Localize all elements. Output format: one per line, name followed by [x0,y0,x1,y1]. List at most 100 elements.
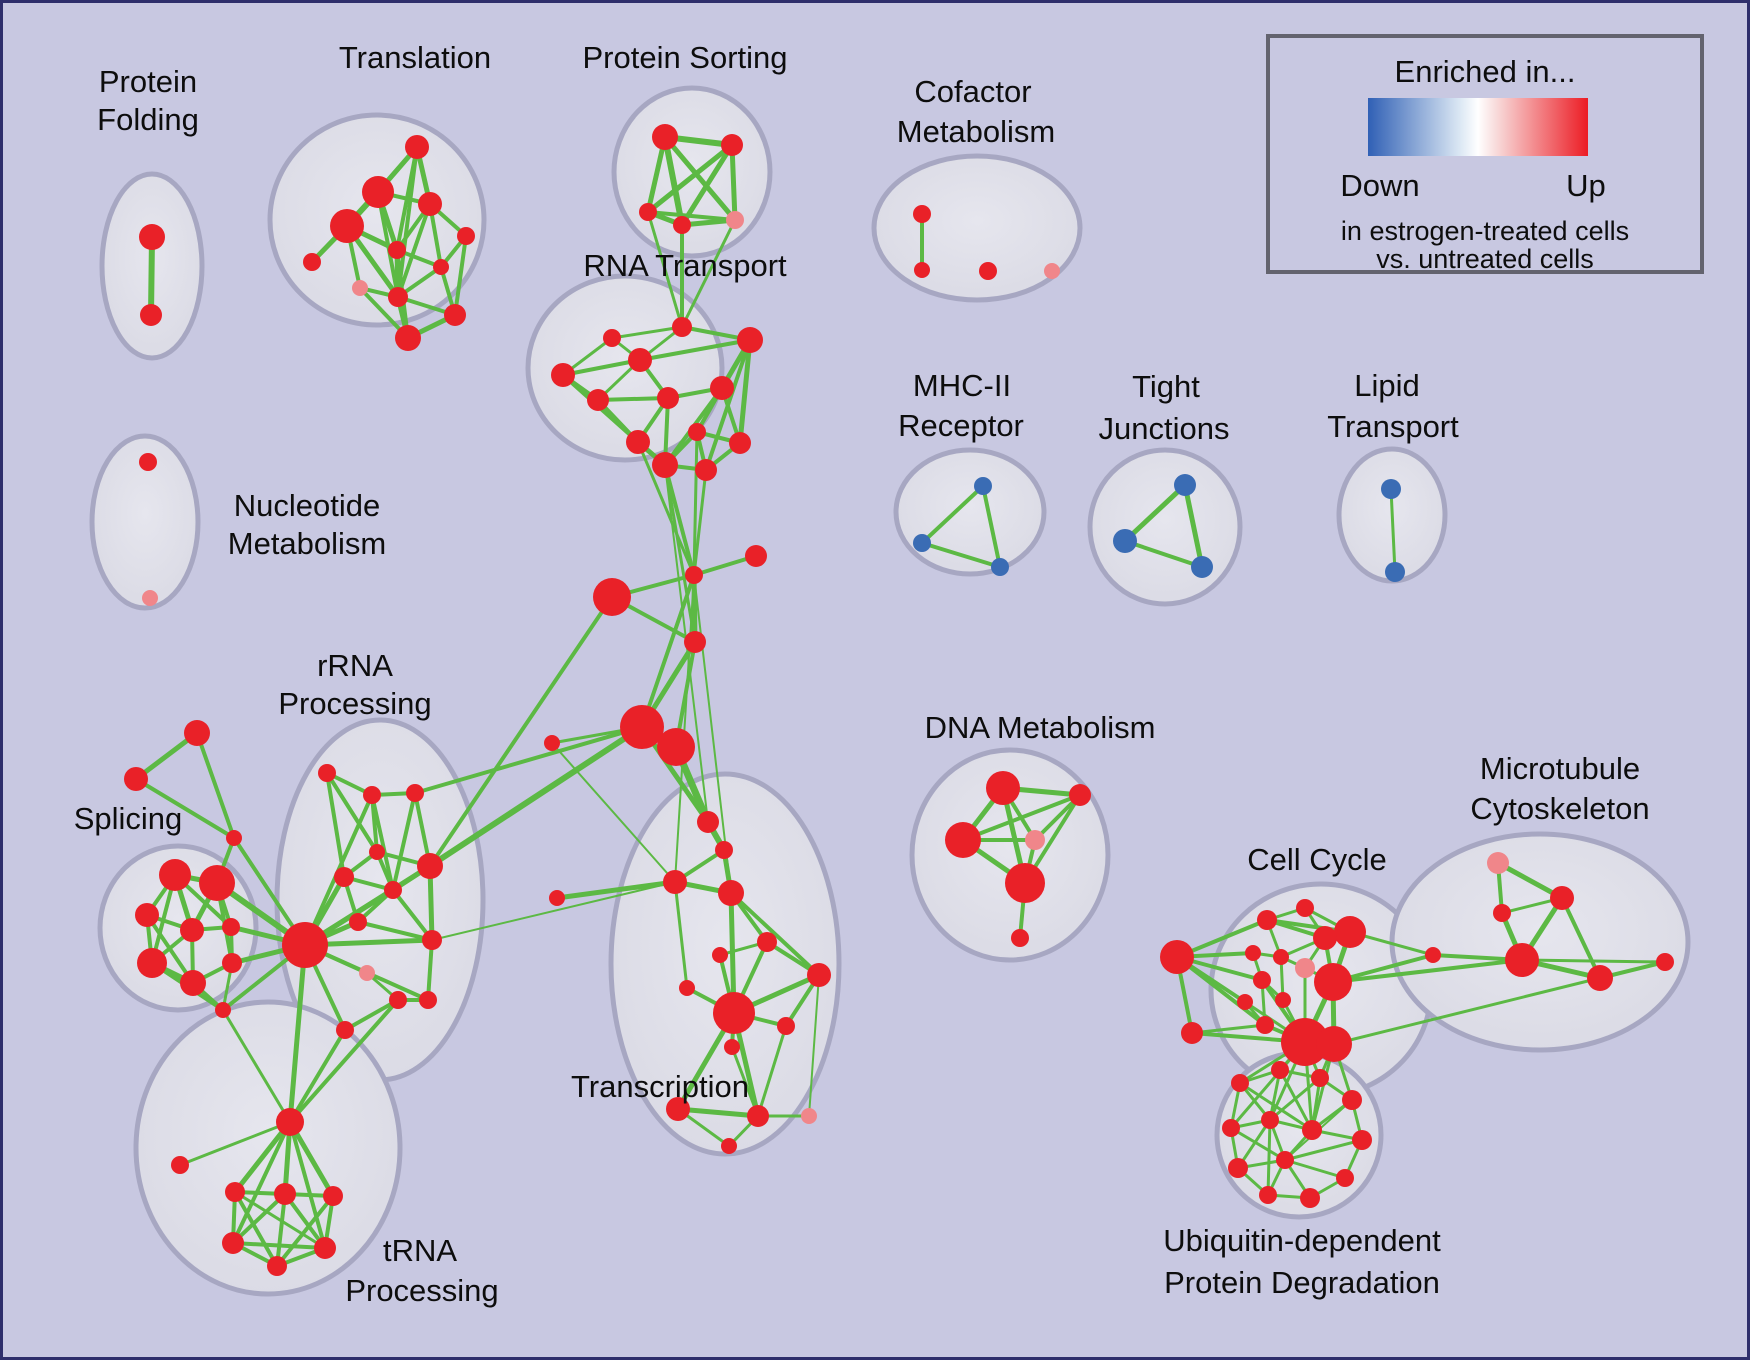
gene-set-node-x12[interactable] [724,1039,740,1055]
gene-set-node-x1[interactable] [697,811,719,833]
gene-set-node-m2[interactable] [593,578,631,616]
gene-set-node-c10[interactable] [1253,971,1271,989]
gene-set-node-s7[interactable] [180,970,206,996]
gene-set-node-x7[interactable] [712,947,728,963]
gene-set-node-nm1[interactable] [139,453,157,471]
gene-set-node-b12[interactable] [1302,1120,1322,1140]
gene-set-node-r4[interactable] [363,786,381,804]
gene-set-node-s1[interactable] [159,859,191,891]
gene-set-node-rt2[interactable] [737,327,763,353]
gene-set-node-f3[interactable] [979,262,997,280]
gene-set-node-r7[interactable] [334,867,354,887]
gene-set-node-b9[interactable] [1228,1158,1248,1178]
gene-set-node-rt9[interactable] [652,452,678,478]
gene-set-node-d6[interactable] [1011,929,1029,947]
gene-set-node-r3[interactable] [318,764,336,782]
gene-set-node-d2[interactable] [1069,784,1091,806]
gene-set-node-rt10[interactable] [695,459,717,481]
gene-set-node-b11[interactable] [1261,1111,1279,1129]
gene-set-node-b10[interactable] [1222,1119,1240,1137]
gene-set-node-rt11[interactable] [729,432,751,454]
gene-set-node-s3[interactable] [135,903,159,927]
gene-set-node-x9[interactable] [679,980,695,996]
gene-set-node-d4[interactable] [1025,830,1045,850]
gene-set-node-t2[interactable] [362,176,394,208]
gene-set-node-b3[interactable] [1311,1069,1329,1087]
gene-set-node-q7[interactable] [314,1237,336,1259]
gene-set-node-r12[interactable] [389,991,407,1009]
gene-set-node-d1[interactable] [986,771,1020,805]
gene-set-node-rt12[interactable] [688,423,706,441]
gene-set-node-h2[interactable] [913,534,931,552]
gene-set-node-c9[interactable] [1295,958,1315,978]
gene-set-node-q4[interactable] [274,1183,296,1205]
gene-set-node-c8[interactable] [1273,949,1289,965]
gene-set-node-r2[interactable] [417,853,443,879]
gene-set-node-b7[interactable] [1300,1188,1320,1208]
gene-set-node-t5[interactable] [388,241,406,259]
gene-set-node-l2[interactable] [1385,562,1405,582]
gene-set-node-u5[interactable] [1425,947,1441,963]
gene-set-node-p4[interactable] [673,216,691,234]
gene-set-node-d3[interactable] [945,822,981,858]
gene-set-node-rt1[interactable] [672,317,692,337]
gene-set-node-x11[interactable] [777,1017,795,1035]
gene-set-node-f4[interactable] [1044,263,1060,279]
gene-set-node-b13[interactable] [1276,1151,1294,1169]
gene-set-node-g1[interactable] [184,720,210,746]
gene-set-node-h1[interactable] [974,477,992,495]
gene-set-node-s8[interactable] [222,953,242,973]
gene-set-node-c1[interactable] [1160,940,1194,974]
gene-set-node-q1[interactable] [276,1108,304,1136]
gene-set-node-rt6[interactable] [657,387,679,409]
gene-set-node-j3[interactable] [1191,556,1213,578]
gene-set-node-c12[interactable] [1237,994,1253,1010]
gene-set-node-h3[interactable] [991,558,1009,576]
gene-set-node-u7[interactable] [1656,953,1674,971]
gene-set-node-t6[interactable] [457,227,475,245]
gene-set-node-p3[interactable] [639,203,657,221]
gene-set-node-s2[interactable] [199,865,235,901]
gene-set-node-pf1[interactable] [139,224,165,250]
gene-set-node-m7[interactable] [657,728,695,766]
gene-set-node-c2[interactable] [1181,1022,1203,1044]
gene-set-node-b8[interactable] [1259,1186,1277,1204]
gene-set-node-x16[interactable] [721,1138,737,1154]
gene-set-node-t9[interactable] [388,287,408,307]
gene-set-node-t7[interactable] [433,259,449,275]
gene-set-node-u3[interactable] [1493,904,1511,922]
gene-set-node-t10[interactable] [444,304,466,326]
gene-set-node-x6[interactable] [757,932,777,952]
gene-set-node-r14[interactable] [419,991,437,1009]
gene-set-node-rt5[interactable] [710,376,734,400]
gene-set-node-x8[interactable] [807,963,831,987]
gene-set-node-j2[interactable] [1113,529,1137,553]
gene-set-node-q2[interactable] [171,1156,189,1174]
gene-set-node-c11[interactable] [1314,963,1352,1001]
gene-set-node-c3[interactable] [1257,910,1277,930]
gene-set-node-b4[interactable] [1342,1090,1362,1110]
gene-set-node-p1[interactable] [652,124,678,150]
gene-set-node-x4[interactable] [718,880,744,906]
gene-set-node-x13[interactable] [666,1097,690,1121]
gene-set-node-t3[interactable] [330,209,364,243]
gene-set-node-c5[interactable] [1334,916,1366,948]
gene-set-node-x14[interactable] [747,1105,769,1127]
gene-set-node-c13[interactable] [1275,992,1291,1008]
gene-set-node-b1[interactable] [1231,1074,1249,1092]
gene-set-node-x3[interactable] [663,870,687,894]
gene-set-node-t8[interactable] [352,280,368,296]
gene-set-node-c16[interactable] [1316,1026,1352,1062]
gene-set-node-b6[interactable] [1336,1169,1354,1187]
gene-set-node-r10[interactable] [422,930,442,950]
gene-set-node-r1[interactable] [282,922,328,968]
gene-set-node-nm2[interactable] [142,590,158,606]
gene-set-node-pf2[interactable] [140,304,162,326]
gene-set-node-l1[interactable] [1381,479,1401,499]
gene-set-node-t12[interactable] [303,253,321,271]
gene-set-node-c4[interactable] [1296,899,1314,917]
gene-set-node-r6[interactable] [369,844,385,860]
gene-set-node-f1[interactable] [913,205,931,223]
gene-set-node-x2[interactable] [715,841,733,859]
gene-set-node-rt3[interactable] [628,348,652,372]
